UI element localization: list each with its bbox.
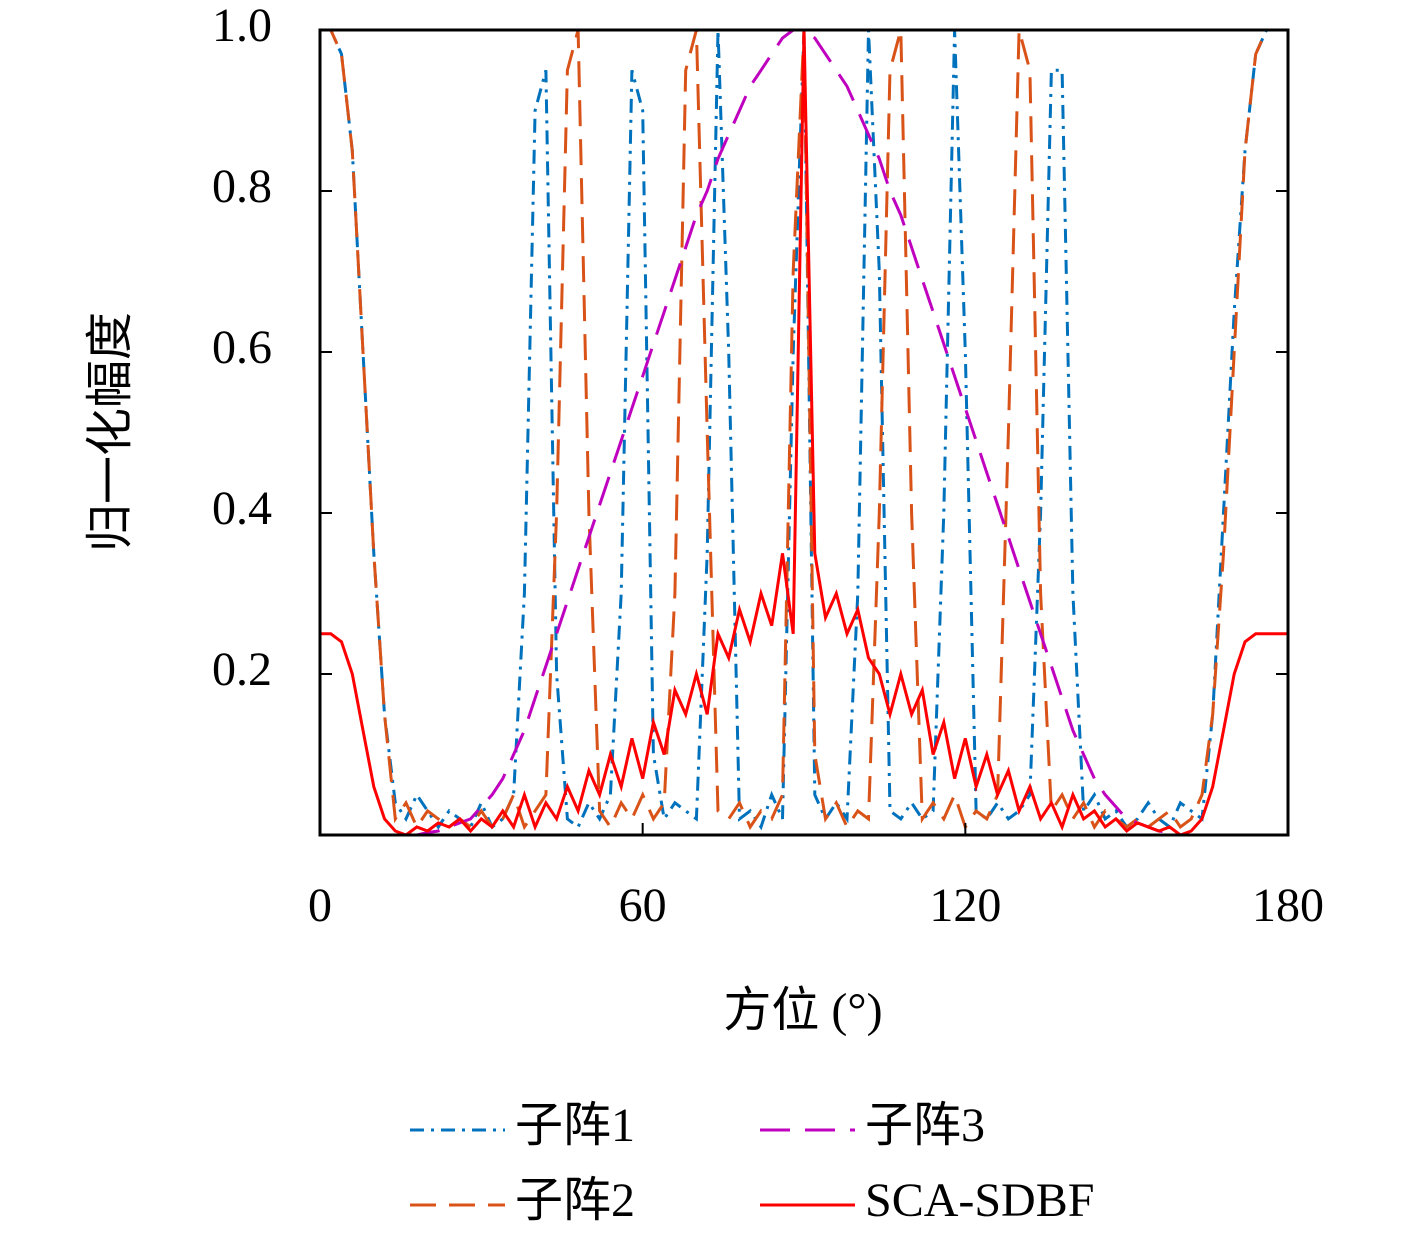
y-tick-label: 1.0 [212, 0, 272, 52]
y-tick-label: 0.8 [212, 160, 272, 213]
legend-label: 子阵3 [865, 1099, 985, 1152]
series-line [320, 28, 1288, 831]
x-axis-label: 方位 (°) [723, 984, 882, 1037]
y-tick-label: 0.4 [212, 482, 272, 535]
x-tick-label: 180 [1252, 879, 1324, 932]
x-tick-label: 120 [929, 879, 1001, 932]
x-tick-label: 0 [308, 879, 332, 932]
series-line [320, 29, 1288, 835]
y-tick-label: 0.6 [212, 321, 272, 374]
x-tick-label: 60 [619, 879, 667, 932]
legend-label: SCA-SDBF [865, 1174, 1094, 1227]
plot-frame [318, 28, 1290, 837]
legend-label: 子阵1 [515, 1099, 635, 1152]
legend-label: 子阵2 [515, 1174, 635, 1227]
series-line [320, 28, 1288, 831]
series-line [320, 28, 1288, 835]
y-axis-label: 归一化幅度 [84, 312, 137, 552]
y-tick-label: 0.2 [212, 643, 272, 696]
